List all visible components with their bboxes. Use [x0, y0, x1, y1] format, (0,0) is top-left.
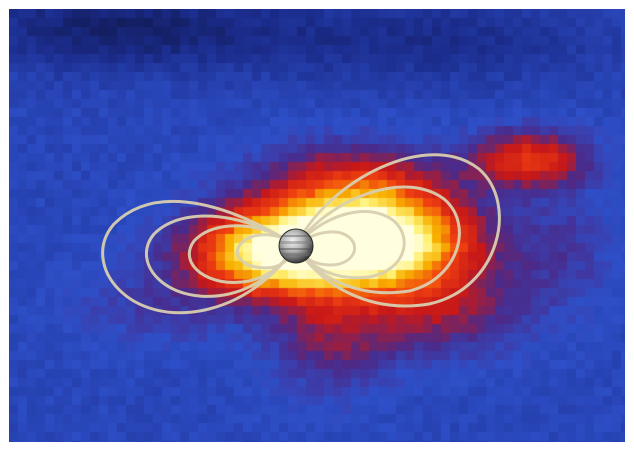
field-line-right-inner	[294, 209, 406, 280]
field-line-right-mid	[294, 185, 461, 295]
field-line-left-mid	[145, 214, 299, 298]
field-line-left-inner	[187, 224, 298, 284]
image-frame	[9, 9, 625, 442]
field-line-right-outer	[294, 153, 501, 308]
field-line-left-outer	[101, 199, 299, 315]
jupiter-planet	[278, 228, 314, 264]
magnetic-field-overlay	[101, 153, 501, 315]
field-line-right-core	[294, 230, 357, 267]
